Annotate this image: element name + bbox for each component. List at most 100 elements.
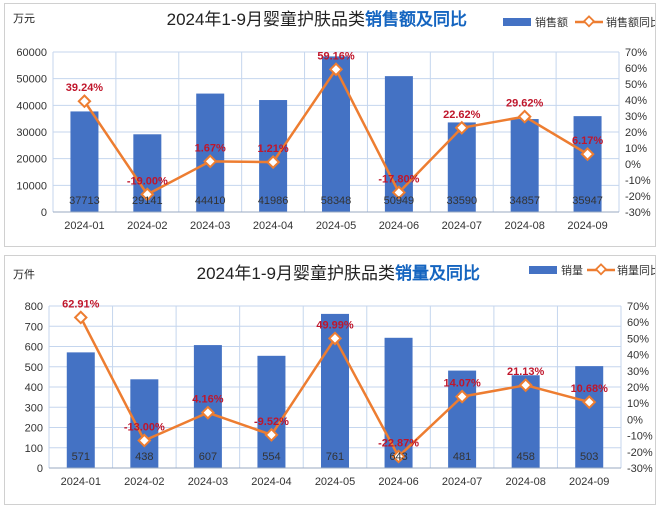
bar-value-label: 571 bbox=[72, 451, 90, 463]
bar bbox=[257, 355, 286, 468]
yoy-marker bbox=[200, 405, 215, 420]
yoy-marker bbox=[328, 62, 344, 77]
x-tick-label: 2024-06 bbox=[378, 476, 418, 488]
x-tick-label: 2024-02 bbox=[127, 220, 167, 232]
chart-title-plain: 2024年1-9月婴童护肤品类 bbox=[167, 10, 365, 29]
yoy-marker bbox=[266, 154, 281, 170]
bar bbox=[510, 119, 539, 212]
bar-value-label: 607 bbox=[199, 451, 217, 463]
y-tick-label: 0 bbox=[37, 463, 43, 475]
bar bbox=[448, 370, 477, 468]
bar-value-label: 37713 bbox=[69, 195, 100, 207]
y-tick-label: 300 bbox=[25, 402, 43, 414]
bar-value-label: 44410 bbox=[195, 195, 226, 207]
y-tick-label: 20000 bbox=[16, 154, 47, 166]
yoy-marker bbox=[455, 389, 470, 404]
bar bbox=[70, 111, 99, 212]
x-tick-label: 2024-09 bbox=[567, 220, 607, 232]
x-tick-label: 2024-02 bbox=[124, 476, 164, 488]
yoy-line bbox=[77, 62, 595, 202]
sales-volume-chart-panel: 万件 2024年1-9月婴童护肤品类 销量及同比 销量 销量同比 571 438 6… bbox=[4, 255, 656, 505]
legend: 销售额 销售额同比 bbox=[503, 15, 655, 29]
bar bbox=[66, 352, 95, 468]
y2-tick-label: -30% bbox=[625, 207, 651, 219]
legend: 销量 销量同比 bbox=[529, 263, 655, 277]
bar-value-label: 438 bbox=[135, 451, 153, 463]
y-tick-label: 60000 bbox=[16, 47, 47, 59]
y2-tick-label: 30% bbox=[625, 111, 647, 123]
legend-bar-label: 销售额 bbox=[535, 15, 568, 29]
y2-tick-label: 50% bbox=[625, 79, 647, 91]
chart-title-plain: 2024年1-9月婴童护肤品类 bbox=[197, 264, 395, 283]
y2-tick-label: -10% bbox=[627, 431, 653, 443]
y2-tick-label: 20% bbox=[625, 127, 647, 139]
y2-tick-label: 0% bbox=[627, 414, 643, 426]
y2-tick-label: 10% bbox=[627, 398, 649, 410]
yoy-marker bbox=[454, 120, 469, 135]
chart-title-strong: 销量及同比 bbox=[395, 263, 480, 283]
yoy-marker bbox=[327, 331, 343, 346]
chart-title-strong: 销售额及同比 bbox=[365, 9, 467, 29]
yoy-pct-label: -9.52% bbox=[254, 416, 289, 428]
yoy-pct-label: 10.68% bbox=[571, 383, 609, 395]
y2-tick-label: -30% bbox=[627, 463, 653, 475]
yoy-pct-label: 22.62% bbox=[443, 109, 481, 121]
yoy-marker bbox=[137, 433, 152, 448]
bar bbox=[573, 116, 602, 212]
y2-tick-label: 40% bbox=[627, 350, 649, 362]
yoy-marker bbox=[391, 449, 406, 464]
yoy-marker bbox=[580, 147, 595, 162]
yoy-pct-label: 29.62% bbox=[506, 98, 544, 110]
yoy-pct-label: -22.87% bbox=[378, 437, 419, 449]
yoy-pct-label: 62.91% bbox=[62, 298, 100, 310]
axes: 0 100 200 300 400 500 600 700 800 -30% -20% -10% 0% 1… bbox=[25, 301, 653, 488]
yoy-pct-label: 14.07% bbox=[443, 378, 481, 390]
yoy-marker bbox=[582, 395, 597, 410]
left-axis-unit: 万件 bbox=[13, 268, 35, 281]
sales-amount-chart: 万元 2024年1-9月婴童护肤品类 销售额及同比 销售额 销售额同比 3771… bbox=[13, 9, 655, 232]
x-tick-label: 2024-07 bbox=[442, 220, 482, 232]
y-tick-label: 600 bbox=[25, 342, 43, 354]
y-tick-label: 100 bbox=[25, 443, 43, 455]
y-tick-label: 700 bbox=[25, 321, 43, 333]
x-tick-label: 2024-06 bbox=[379, 220, 419, 232]
yoy-marker bbox=[203, 154, 218, 169]
yoy-marker bbox=[73, 310, 88, 325]
y2-tick-label: 30% bbox=[627, 366, 649, 378]
yoy-marker bbox=[518, 378, 533, 393]
bar-value-label: 41986 bbox=[258, 195, 289, 207]
legend-line-marker bbox=[582, 15, 596, 28]
y-tick-label: 30000 bbox=[16, 127, 47, 139]
bar-value-label: 35947 bbox=[572, 195, 603, 207]
yoy-marker bbox=[264, 427, 279, 442]
y-tick-label: 50000 bbox=[16, 74, 47, 86]
bar-value-label: 761 bbox=[326, 451, 344, 463]
x-tick-label: 2024-01 bbox=[61, 476, 101, 488]
yoy-pct-label: 1.21% bbox=[258, 143, 289, 155]
legend-line-label: 销量同比 bbox=[617, 263, 655, 277]
legend-bar-swatch bbox=[529, 266, 557, 274]
yoy-marker bbox=[391, 185, 406, 200]
bar bbox=[322, 56, 350, 212]
x-tick-label: 2024-05 bbox=[316, 220, 356, 232]
yoy-line bbox=[73, 310, 597, 464]
bars bbox=[70, 56, 602, 212]
bar-value-label: 554 bbox=[262, 451, 280, 463]
yoy-pct-label: 49.99% bbox=[316, 319, 354, 331]
y2-tick-label: 70% bbox=[625, 47, 647, 59]
legend-bar-swatch bbox=[503, 18, 531, 26]
y-tick-label: 200 bbox=[25, 423, 43, 435]
y2-tick-label: -20% bbox=[627, 447, 653, 459]
y2-tick-label: 20% bbox=[627, 382, 649, 394]
y2-tick-label: 60% bbox=[627, 317, 649, 329]
axes: 0 10000 20000 30000 40000 50000 60000 -30% -20% -… bbox=[16, 47, 650, 232]
bar-value-label: 29141 bbox=[132, 195, 163, 207]
yoy-marker bbox=[77, 94, 92, 109]
left-axis-unit: 万元 bbox=[13, 13, 35, 25]
x-tick-label: 2024-08 bbox=[504, 220, 544, 232]
yoy-pct-label: 4.16% bbox=[192, 394, 223, 406]
x-tick-label: 2024-04 bbox=[253, 220, 293, 232]
bar-value-label: 58348 bbox=[321, 195, 352, 207]
x-tick-label: 2024-03 bbox=[188, 476, 228, 488]
data-labels: 37713 29141 44410 41986 58348 50949 33590 34857… bbox=[66, 50, 604, 207]
